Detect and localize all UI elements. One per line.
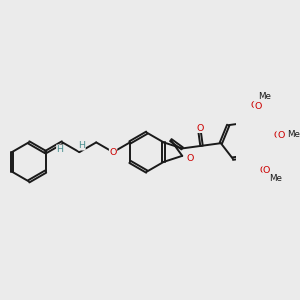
Text: H: H — [57, 145, 64, 154]
Text: O: O — [260, 166, 267, 175]
Text: O: O — [110, 148, 117, 157]
Text: H: H — [78, 141, 85, 150]
Text: Me: Me — [258, 92, 271, 101]
Text: O: O — [187, 154, 194, 163]
Text: Me: Me — [287, 130, 300, 139]
Text: O: O — [196, 124, 204, 133]
Text: O: O — [277, 131, 284, 140]
Text: Me: Me — [269, 173, 282, 182]
Text: O: O — [274, 131, 281, 140]
Text: O: O — [263, 166, 270, 175]
Text: O: O — [254, 101, 262, 110]
Text: O: O — [251, 101, 258, 110]
